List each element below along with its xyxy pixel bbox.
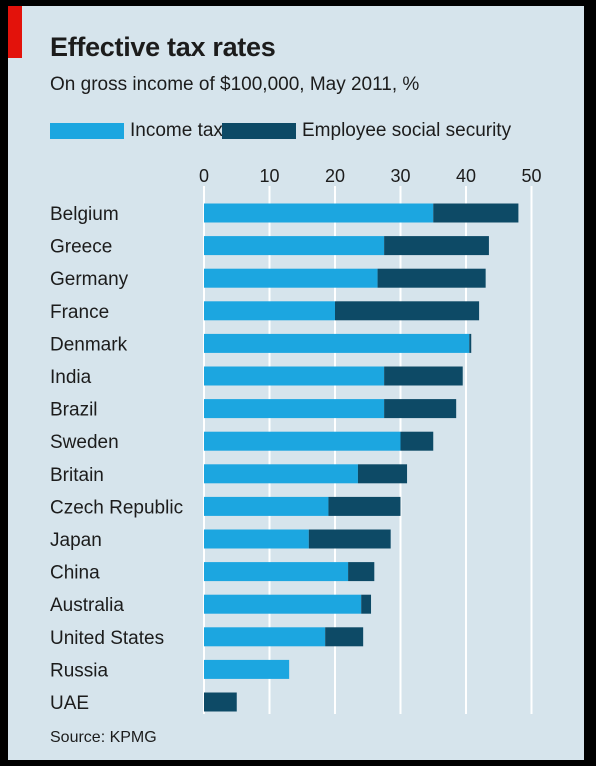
bar-social-security-uae: [204, 692, 237, 712]
brand-red-tab: [8, 6, 22, 58]
bar-income-tax-japan: [204, 529, 309, 549]
category-label-russia: Russia: [50, 660, 109, 681]
category-label-denmark: Denmark: [50, 334, 128, 355]
bar-income-tax-russia: [204, 659, 290, 679]
category-label-china: China: [50, 563, 100, 584]
category-label-czech-republic: Czech Republic: [50, 497, 183, 518]
bar-social-security-india: [384, 366, 463, 386]
category-label-united-states: United States: [50, 628, 164, 649]
x-tick-label-50: 50: [521, 166, 541, 186]
bar-social-security-czech-republic: [328, 496, 401, 516]
bar-income-tax-brazil: [204, 399, 385, 419]
x-tick-label-10: 10: [259, 166, 279, 186]
bar-social-security-china: [348, 562, 375, 582]
category-label-japan: Japan: [50, 530, 102, 551]
bar-income-tax-sweden: [204, 431, 401, 451]
bar-income-tax-india: [204, 366, 385, 386]
legend-swatch-social-security: [222, 123, 296, 139]
x-tick-label-0: 0: [199, 166, 209, 186]
bar-social-security-belgium: [433, 203, 519, 223]
category-label-britain: Britain: [50, 465, 104, 486]
bar-social-security-greece: [384, 236, 489, 256]
bar-income-tax-china: [204, 562, 349, 582]
category-label-australia: Australia: [50, 595, 124, 616]
bar-social-security-germany: [377, 268, 486, 288]
bar-income-tax-czech-republic: [204, 496, 329, 516]
legend-swatch-income-tax: [50, 123, 124, 139]
legend-item-social-security: Employee social security: [222, 120, 511, 142]
category-label-india: India: [50, 367, 92, 388]
chart-subtitle: On gross income of $100,000, May 2011, %: [50, 74, 420, 95]
bar-social-security-japan: [308, 529, 391, 549]
category-label-greece: Greece: [50, 237, 112, 258]
bar-social-security-britain: [357, 464, 408, 484]
category-label-sweden: Sweden: [50, 432, 119, 453]
bar-social-security-france: [335, 301, 480, 321]
bar-income-tax-britain: [204, 464, 358, 484]
bar-social-security-sweden: [400, 431, 434, 451]
x-tick-label-40: 40: [456, 166, 476, 186]
source-note: Source: KPMG: [50, 729, 157, 746]
category-label-uae: UAE: [50, 693, 89, 714]
legend-item-income-tax: Income tax: [50, 120, 223, 142]
bar-social-security-denmark: [469, 333, 472, 353]
bar-income-tax-united-states: [204, 627, 326, 647]
legend-label-income-tax: Income tax: [130, 120, 223, 141]
bar-income-tax-belgium: [204, 203, 434, 223]
bar-income-tax-germany: [204, 268, 378, 288]
category-label-belgium: Belgium: [50, 204, 119, 225]
legend-label-social-security: Employee social security: [302, 120, 512, 141]
category-label-france: France: [50, 302, 109, 323]
chart-title: Effective tax rates: [50, 32, 276, 62]
x-tick-label-20: 20: [325, 166, 345, 186]
bar-income-tax-australia: [204, 594, 362, 614]
bar-social-security-united-states: [325, 627, 364, 647]
bar-income-tax-greece: [204, 236, 385, 256]
bar-income-tax-denmark: [204, 333, 470, 353]
bar-income-tax-france: [204, 301, 335, 321]
bar-social-security-brazil: [384, 399, 457, 419]
bar-social-security-australia: [361, 594, 372, 614]
x-tick-label-30: 30: [390, 166, 410, 186]
category-label-brazil: Brazil: [50, 400, 98, 421]
category-label-germany: Germany: [50, 269, 129, 290]
